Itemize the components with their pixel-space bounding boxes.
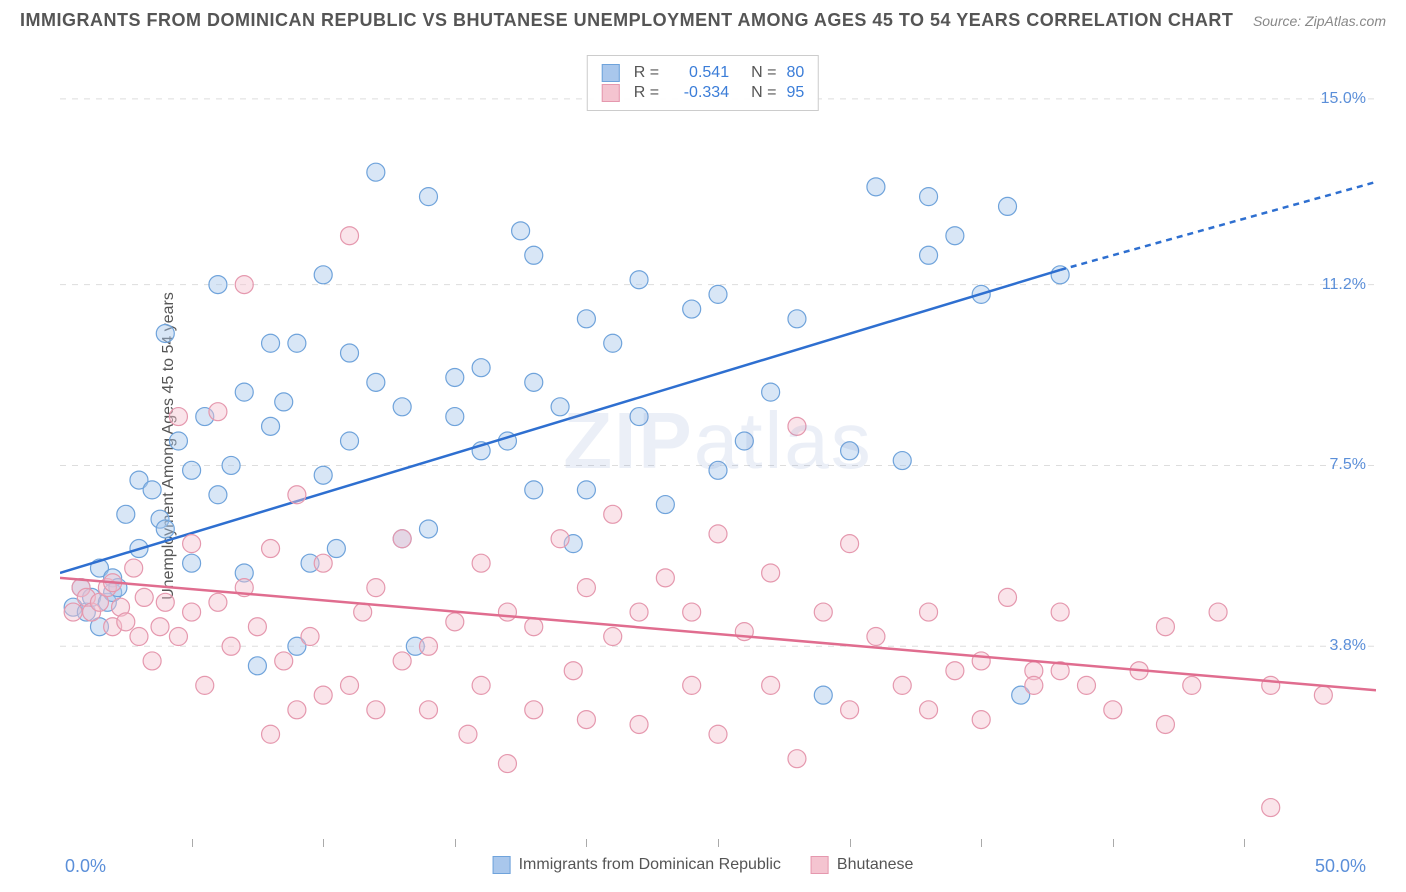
legend-swatch [602,84,620,102]
legend-item: Immigrants from Dominican Republic [493,856,781,874]
x-tick [1113,839,1114,847]
x-axis-max-label: 50.0% [1315,856,1366,877]
legend-swatch [811,856,829,874]
n-value: 95 [786,84,804,102]
chart-area: ZIPatlas [60,50,1376,832]
x-tick [323,839,324,847]
x-tick [455,839,456,847]
legend-label: Bhutanese [837,856,914,874]
source-value: ZipAtlas.com [1305,13,1386,29]
y-tick-label: 3.8% [1330,637,1366,655]
y-tick-label: 15.0% [1321,90,1366,108]
x-tick [192,839,193,847]
series-legend: Immigrants from Dominican Republic Bhuta… [493,856,914,874]
x-tick [586,839,587,847]
y-tick-label: 11.2% [1322,276,1366,294]
r-label: R = [634,84,659,102]
x-axis-min-label: 0.0% [65,856,106,877]
source-label: Source: [1253,13,1301,29]
r-value: 0.541 [669,64,729,82]
n-label: N = [751,64,776,82]
legend-label: Immigrants from Dominican Republic [519,856,781,874]
legend-row: R = 0.541 N = 80 [602,64,804,82]
x-tick [850,839,851,847]
n-value: 80 [786,64,804,82]
x-tick [1244,839,1245,847]
source-attribution: Source: ZipAtlas.com [1253,13,1386,29]
legend-item: Bhutanese [811,856,914,874]
legend-swatch [602,64,620,82]
r-value: -0.334 [669,84,729,102]
n-label: N = [751,84,776,102]
legend-row: R = -0.334 N = 95 [602,84,804,102]
x-tick [981,839,982,847]
legend-swatch [493,856,511,874]
x-tick [718,839,719,847]
chart-title: IMMIGRANTS FROM DOMINICAN REPUBLIC VS BH… [20,10,1233,31]
r-label: R = [634,64,659,82]
correlation-legend: R = 0.541 N = 80 R = -0.334 N = 95 [587,55,819,111]
scatter-plot [60,50,1376,832]
y-tick-label: 7.5% [1330,456,1366,474]
chart-header: IMMIGRANTS FROM DOMINICAN REPUBLIC VS BH… [20,10,1386,31]
